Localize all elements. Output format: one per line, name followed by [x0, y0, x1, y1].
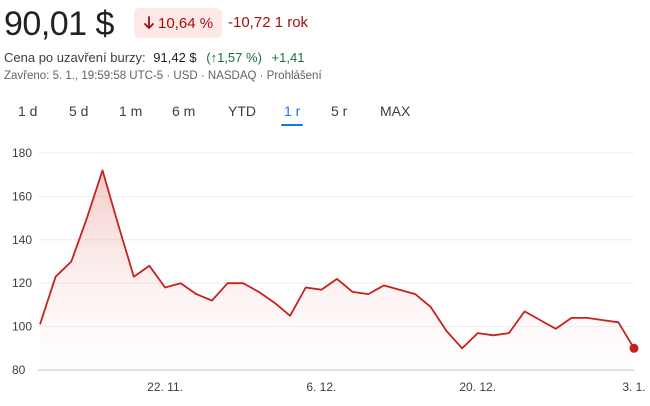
after-hours-price: 91,42 $: [153, 50, 197, 65]
x-tick-label: 6. 12.: [306, 380, 336, 394]
price-chart[interactable]: 80 100 120 140 160 180 22. 11. 6. 12. 20. 12. 3.…: [0, 140, 650, 406]
tab-max[interactable]: MAX: [380, 103, 411, 119]
tab-6m[interactable]: 6 m: [172, 103, 196, 119]
x-tick-label: 20. 12.: [459, 380, 496, 394]
change-percent-value: 10,64 %: [158, 14, 214, 32]
y-tick-label: 180: [12, 146, 32, 160]
change-percent-badge: 10,64 %: [134, 8, 223, 38]
y-tick-label: 100: [12, 320, 32, 334]
market-closed-info: Zavřeno: 5. 1., 19:59:58 UTC-5 · USD · N…: [4, 70, 267, 82]
current-price-dot: [629, 343, 639, 353]
after-hours-row: Cena po uzavření burzy: 91,42 $ (↑1,57 %…: [4, 50, 304, 65]
y-tick-label: 120: [12, 276, 32, 290]
tab-1m[interactable]: 1 m: [119, 103, 143, 119]
price-line: [39, 169, 635, 350]
tab-ytd[interactable]: YTD: [228, 103, 256, 119]
after-hours-label: Cena po uzavření burzy:: [4, 50, 146, 65]
arrow-down-icon: [144, 16, 154, 29]
x-tick-label: 22. 11.: [147, 380, 183, 394]
y-tick-label: 80: [12, 363, 26, 377]
after-hours-percent: (↑1,57 %): [206, 50, 262, 65]
y-tick-label: 160: [12, 189, 32, 203]
after-hours-change: +1,41: [271, 50, 305, 65]
tab-5r[interactable]: 5 r: [331, 103, 348, 119]
tab-1d[interactable]: 1 d: [18, 103, 38, 119]
change-amount: -10,72 1 rok: [228, 14, 309, 31]
y-tick-label: 140: [12, 233, 32, 247]
tab-5d[interactable]: 5 d: [69, 103, 89, 119]
tab-1r[interactable]: 1 r: [280, 103, 304, 126]
price-area-fill: [40, 170, 634, 370]
current-price: 90,01 $: [4, 5, 114, 43]
x-tick-label: 3. 1.: [622, 380, 645, 394]
market-meta: Zavřeno: 5. 1., 19:59:58 UTC-5 · USD · N…: [4, 70, 322, 82]
disclaimer-link[interactable]: Prohlášení: [266, 70, 322, 82]
